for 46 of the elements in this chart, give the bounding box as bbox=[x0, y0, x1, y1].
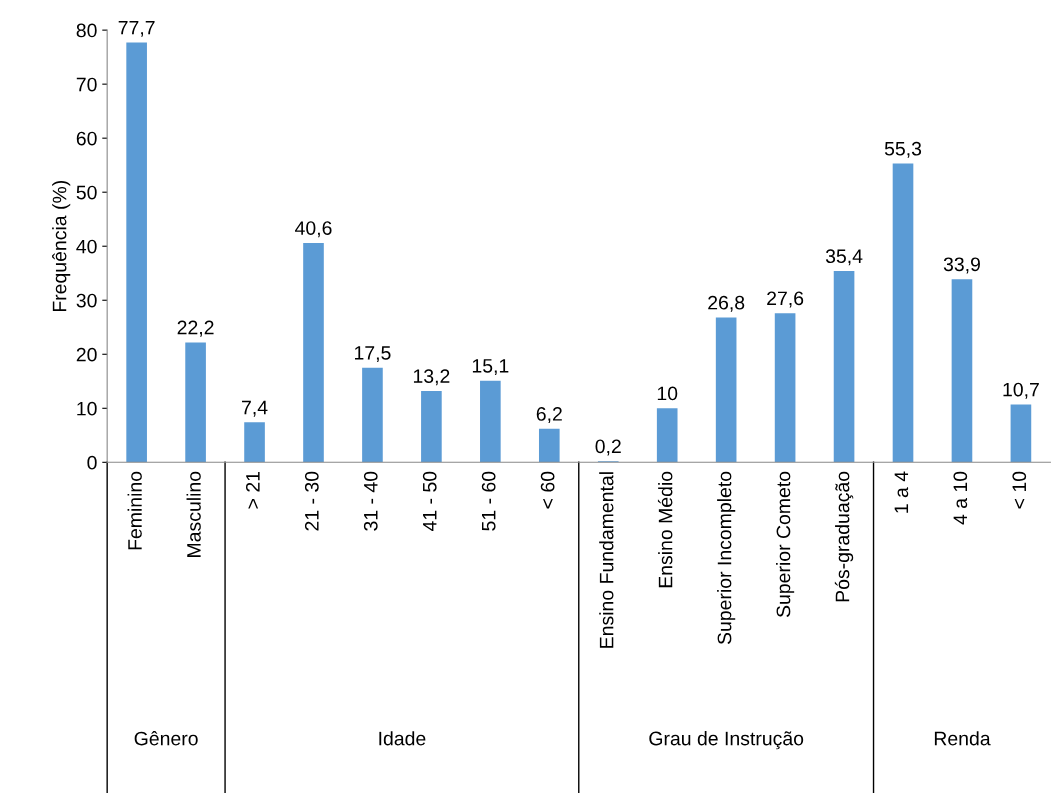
data-label: 15,1 bbox=[472, 359, 509, 376]
x-tick-label: Ensino Médio bbox=[657, 471, 673, 588]
x-tick-label: > 21 bbox=[245, 471, 260, 509]
x-tick-label: 41 - 50 bbox=[422, 471, 437, 532]
x-tick-label: 31 - 40 bbox=[363, 471, 378, 531]
y-tick-label: 60 bbox=[76, 131, 97, 146]
x-tick-label: 21 - 30 bbox=[304, 471, 319, 531]
x-tick-label: Pós-graduação bbox=[834, 471, 854, 602]
text: Gênero bbox=[134, 731, 198, 746]
data-label: 0,2 bbox=[595, 439, 621, 456]
data-label: 13,2 bbox=[413, 369, 450, 386]
x-tick-label: 51 - 60 bbox=[481, 471, 496, 531]
data-label: 26,8 bbox=[708, 295, 745, 312]
text: Renda bbox=[934, 731, 991, 746]
data-label: 17,5 bbox=[355, 346, 391, 363]
y-tick-label: 0 bbox=[87, 455, 97, 470]
text: Idade bbox=[379, 731, 426, 746]
y-tick-label: 40 bbox=[76, 239, 97, 254]
text: Grau de Instrução bbox=[649, 731, 804, 750]
x-tick-label: Superior Incompleto bbox=[717, 471, 736, 645]
data-label: 55,3 bbox=[884, 141, 922, 158]
data-label: 7,4 bbox=[242, 400, 268, 417]
x-tick-label: Feminino bbox=[127, 471, 142, 550]
y-tick-label: 20 bbox=[76, 347, 97, 362]
data-label: 22,2 bbox=[177, 320, 214, 337]
y-tick-label: 50 bbox=[76, 185, 97, 200]
x-tick-label: 1 a 4 bbox=[894, 471, 909, 513]
data-label: 40,6 bbox=[295, 221, 332, 238]
data-label: 10 bbox=[657, 386, 678, 401]
x-tick-label: 4 a 10 bbox=[953, 471, 968, 525]
x-tick-label: Ensino Fundamental bbox=[599, 472, 614, 648]
data-label: 33,9 bbox=[943, 257, 980, 274]
y-tick-label: 10 bbox=[77, 401, 97, 416]
data-label: 77,7 bbox=[118, 20, 155, 37]
x-tick-label: < 10 bbox=[1012, 471, 1027, 509]
data-label: 6,2 bbox=[536, 407, 562, 424]
x-tick-label: Masculino bbox=[186, 471, 201, 557]
y-axis-title: Frequência (%) bbox=[52, 180, 71, 312]
y-tick-label: 70 bbox=[76, 77, 97, 92]
data-label: 27,6 bbox=[767, 291, 804, 308]
x-tick-label: < 60 bbox=[540, 471, 555, 509]
data-label: 10,7 bbox=[1003, 382, 1039, 399]
x-tick-label: Superior Cometo bbox=[776, 471, 795, 618]
y-tick-label: 30 bbox=[76, 293, 97, 308]
y-tick-label: 80 bbox=[76, 23, 97, 38]
data-label: 35,4 bbox=[825, 249, 863, 266]
